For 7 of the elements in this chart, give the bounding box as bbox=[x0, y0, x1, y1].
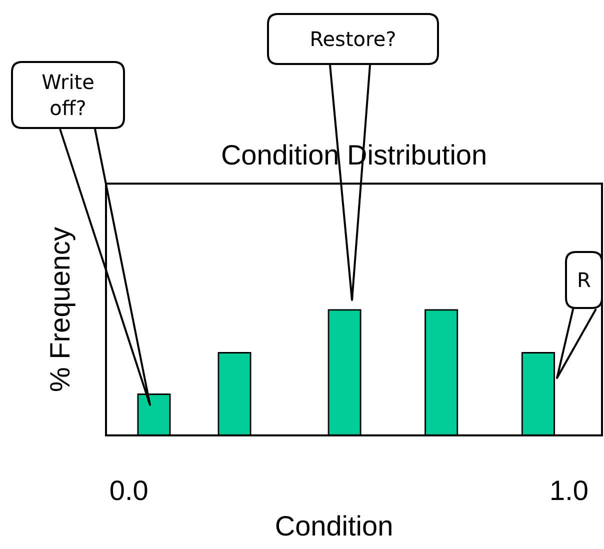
text: Restore? bbox=[310, 27, 396, 51]
x-tick-label: 1.0 bbox=[550, 474, 588, 506]
text: Write off? bbox=[42, 70, 94, 120]
text: R bbox=[577, 268, 592, 292]
y-axis-title: % Frequency bbox=[44, 227, 76, 392]
x-axis-title: Condition bbox=[274, 510, 394, 542]
x-tick-label: 0.0 bbox=[109, 474, 148, 506]
